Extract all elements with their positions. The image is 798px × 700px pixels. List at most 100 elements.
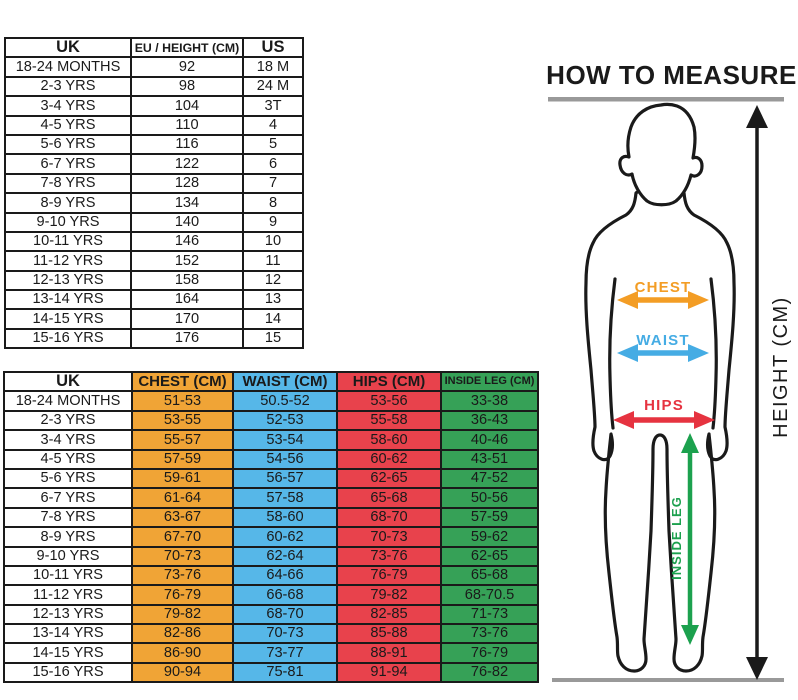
- table-row: 7-8 YRS 63-67 58-60 68-70 57-59: [3, 506, 539, 529]
- table-cell: 75-81: [232, 661, 338, 684]
- table-cell: 2-3 YRS: [3, 409, 133, 432]
- table-cell: 68-70.5: [440, 584, 539, 606]
- table-row: 2-3 YRS 53-55 52-53 55-58 36-43: [3, 409, 539, 432]
- table-cell: 122: [130, 153, 244, 175]
- table-cell: 55-58: [336, 409, 442, 432]
- table-row: 2-3 YRS 98 24 M: [4, 75, 304, 98]
- size-chart-table-body: UK CHEST (CM) WAIST (CM) HIPS (CM) INSIDE LE…: [3, 370, 539, 684]
- table-cell: 146: [130, 230, 244, 253]
- table-cell: 66-68: [232, 584, 338, 606]
- table-cell: 60-62: [232, 526, 338, 548]
- column-header: INSIDE LEG (CM): [440, 370, 539, 393]
- inner-arm-line-left: [608, 277, 617, 430]
- table-cell: 85-88: [336, 623, 442, 645]
- size-chart-table-eu-us: UK EU / HEIGHT (CM) US 18-24 MONTHS 92 18 M 2-…: [4, 36, 304, 350]
- table-cell: 73-76: [336, 545, 442, 567]
- table-cell: 3-4 YRS: [4, 95, 132, 117]
- hips-arrowhead-left: [613, 411, 634, 429]
- table-cell: 2-3 YRS: [4, 75, 132, 98]
- table-cell: 79-82: [336, 584, 442, 606]
- table-row: 5-6 YRS 116 5: [4, 133, 304, 156]
- table-cell: 60-62: [336, 448, 442, 470]
- table-cell: 4-5 YRS: [3, 448, 133, 470]
- table-cell: 67-70: [131, 526, 234, 548]
- table-cell: 53-55: [131, 409, 234, 432]
- table-cell: 73-76: [131, 564, 234, 587]
- table-cell: 5: [242, 133, 304, 156]
- measure-figure: CHEST WAIST HIPS INSIDE LEG: [548, 97, 792, 682]
- waist-arrow: WAIST: [617, 332, 709, 362]
- table-row: 13-14 YRS 164 13: [4, 289, 304, 311]
- table-row: 11-12 YRS 76-79 66-68 79-82 68-70.5: [3, 584, 539, 606]
- chest-arrowhead-left: [617, 291, 638, 309]
- table-cell: 4-5 YRS: [4, 114, 132, 136]
- table-cell: 18 M: [242, 56, 304, 78]
- table-cell: 64-66: [232, 564, 338, 587]
- table-cell: 13-14 YRS: [4, 289, 132, 311]
- table-cell: 36-43: [440, 409, 539, 432]
- table-cell: 65-68: [336, 487, 442, 509]
- table-cell: 73-77: [232, 642, 338, 664]
- table-cell: 164: [130, 289, 244, 311]
- waist-label: WAIST: [636, 332, 690, 349]
- table-row: 8-9 YRS 67-70 60-62 70-73 59-62: [3, 526, 539, 548]
- table-cell: 12-13 YRS: [4, 269, 132, 292]
- header-row: UK EU / HEIGHT (CM) US: [4, 36, 304, 59]
- table-cell: 24 M: [242, 75, 304, 98]
- title-underline-bar: [548, 97, 784, 102]
- height-arrow: HEIGHT (CM): [746, 105, 792, 680]
- column-header: EU / HEIGHT (CM): [130, 36, 244, 59]
- table-cell: 33-38: [440, 390, 539, 412]
- table-cell: 92: [130, 56, 244, 78]
- table-row: 15-16 YRS 90-94 75-81 91-94 76-82: [3, 661, 539, 684]
- table-cell: 70-73: [232, 623, 338, 645]
- table-row: 6-7 YRS 61-64 57-58 65-68 50-56: [3, 487, 539, 509]
- table-cell: 140: [130, 211, 244, 233]
- height-arrowhead-bottom: [746, 657, 768, 680]
- column-header: HIPS (CM): [336, 370, 442, 393]
- table-cell: 7-8 YRS: [3, 506, 133, 529]
- table-cell: 71-73: [440, 603, 539, 626]
- table-cell: 98: [130, 75, 244, 98]
- inner-arm-line-right: [709, 277, 718, 430]
- ground-line: [552, 678, 784, 682]
- table-cell: 7: [242, 172, 304, 195]
- table-cell: 10: [242, 230, 304, 253]
- table-cell: 55-57: [131, 429, 234, 451]
- table-cell: 79-82: [131, 603, 234, 626]
- table-cell: 8: [242, 192, 304, 214]
- hips-label: HIPS: [644, 397, 684, 414]
- table-row: 13-14 YRS 82-86 70-73 85-88 73-76: [3, 623, 539, 645]
- waist-arrowhead-left: [617, 344, 638, 362]
- table-cell: 51-53: [131, 390, 234, 412]
- table-row: 5-6 YRS 59-61 56-57 62-65 47-52: [3, 467, 539, 490]
- table-row: 10-11 YRS 73-76 64-66 76-79 65-68: [3, 564, 539, 587]
- body-outline: [584, 102, 736, 673]
- table-cell: 4: [242, 114, 304, 136]
- table-cell: 40-46: [440, 429, 539, 451]
- table-cell: 11: [242, 250, 304, 272]
- table-cell: 53-56: [336, 390, 442, 412]
- table-cell: 58-60: [336, 429, 442, 451]
- table-cell: 53-54: [232, 429, 338, 451]
- inside-leg-arrowhead-bottom: [681, 625, 699, 645]
- table-cell: 11-12 YRS: [3, 584, 133, 606]
- table-cell: 15: [242, 327, 304, 350]
- table-row: 6-7 YRS 122 6: [4, 153, 304, 175]
- column-header: UK: [3, 370, 133, 393]
- panel-title: HOW TO MEASURE: [546, 60, 797, 90]
- table-cell: 62-64: [232, 545, 338, 567]
- table-cell: 76-79: [440, 642, 539, 664]
- table-cell: 5-6 YRS: [4, 133, 132, 156]
- table-cell: 18-24 MONTHS: [3, 390, 133, 412]
- table-cell: 170: [130, 308, 244, 330]
- chest-arrowhead-right: [688, 291, 709, 309]
- table-cell: 63-67: [131, 506, 234, 529]
- table-cell: 56-57: [232, 467, 338, 490]
- table-cell: 57-59: [131, 448, 234, 470]
- table-cell: 13-14 YRS: [3, 623, 133, 645]
- table-row: 18-24 MONTHS 92 18 M: [4, 56, 304, 78]
- table-cell: 10-11 YRS: [3, 564, 133, 587]
- table-row: 10-11 YRS 146 10: [4, 230, 304, 253]
